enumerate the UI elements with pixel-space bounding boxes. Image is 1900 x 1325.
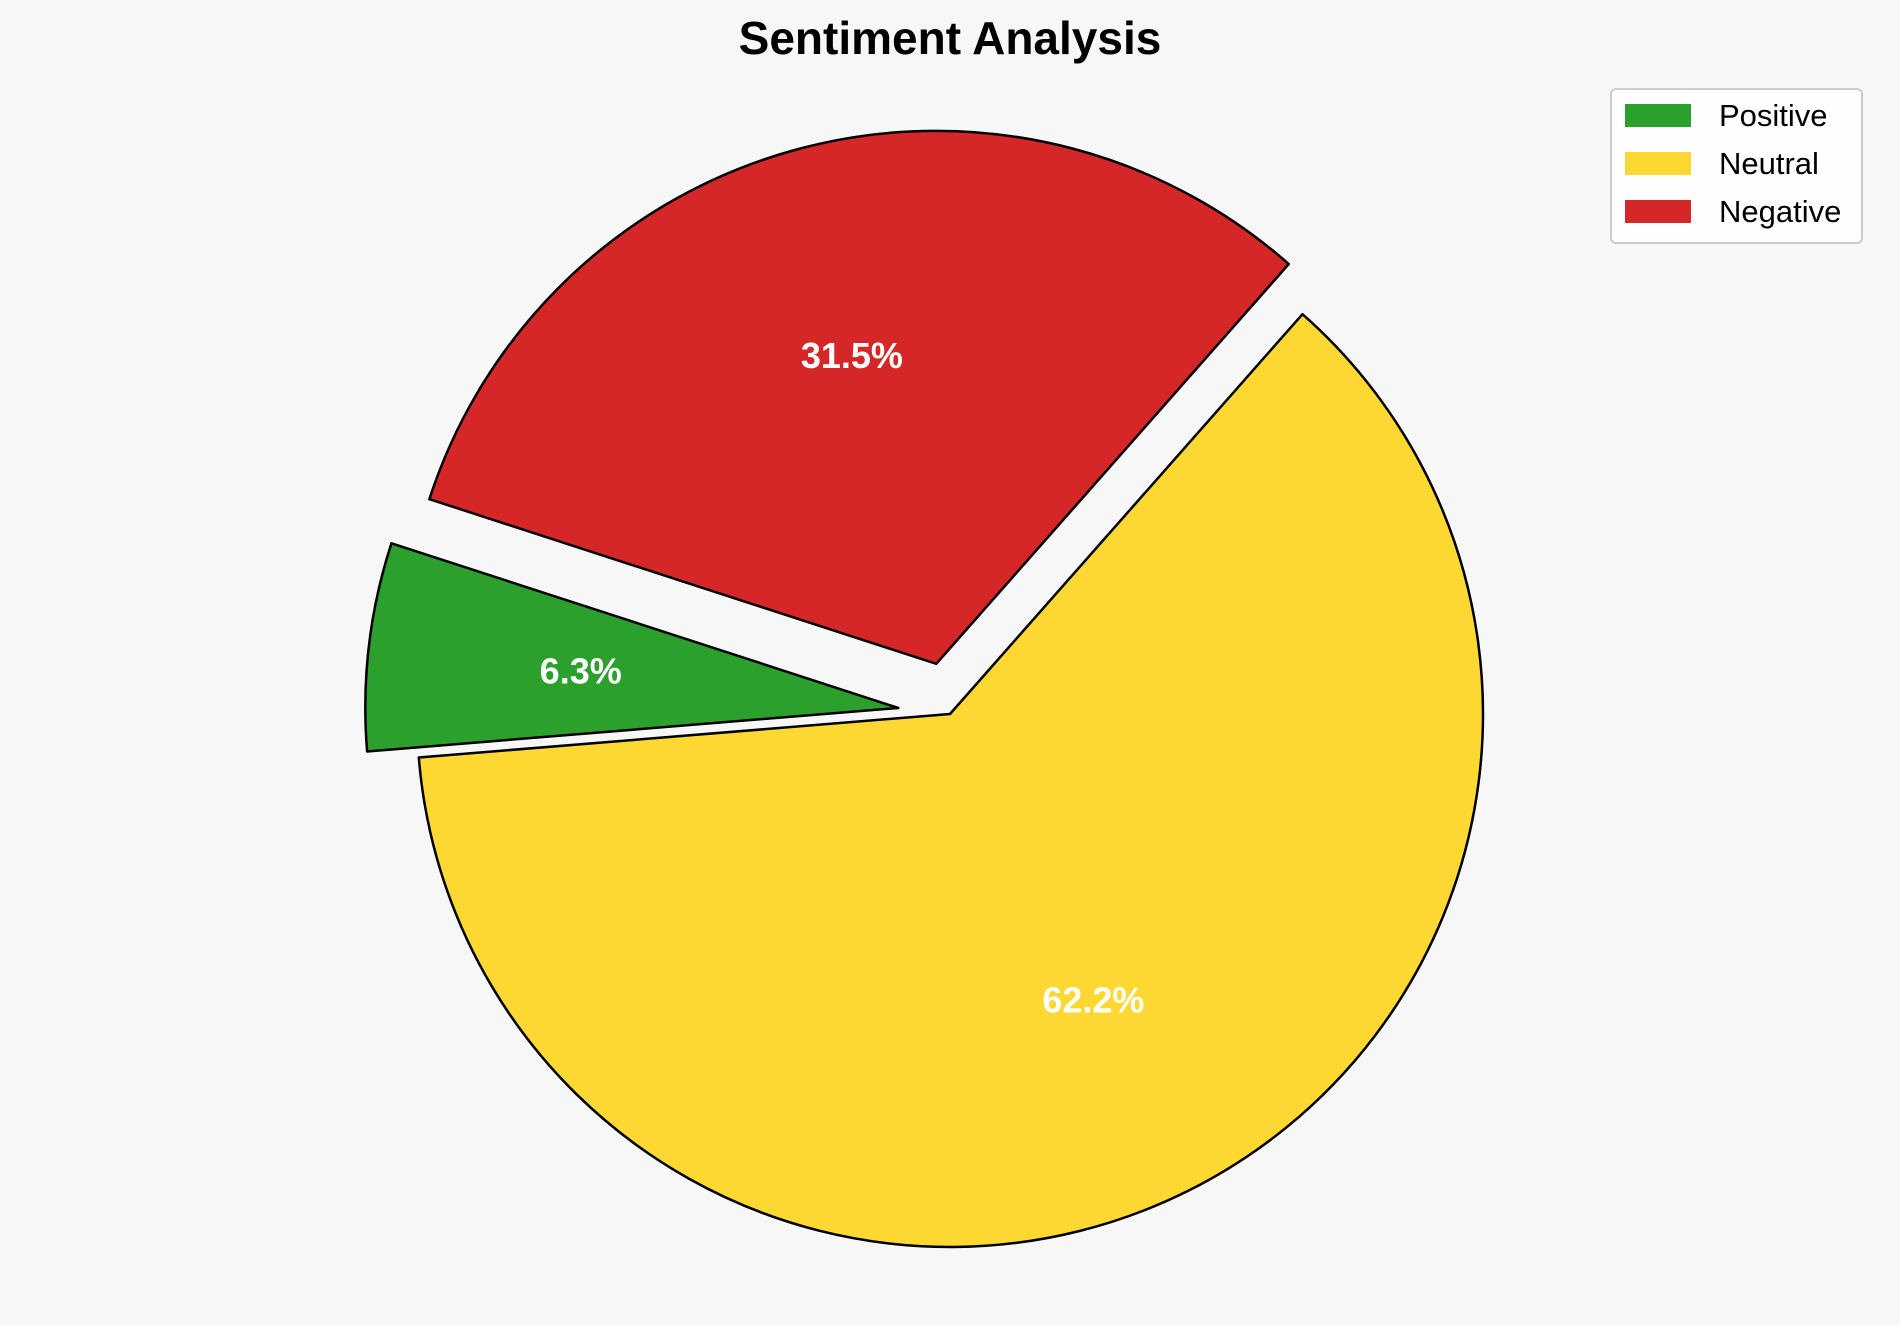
pie-slices — [364, 129, 1485, 1249]
slice-label-neutral: 62.2% — [1042, 979, 1144, 1020]
pie-slice-neutral — [417, 312, 1485, 1249]
legend-item-negative: Negative — [1625, 194, 1841, 229]
legend-label-positive: Positive — [1719, 98, 1828, 133]
pie-slice-labels: 6.3% 62.2% 31.5% — [540, 335, 1145, 1020]
pie-slice-positive — [364, 542, 900, 753]
slice-label-negative: 31.5% — [801, 335, 903, 376]
legend: Positive Neutral Negative — [1610, 88, 1863, 244]
legend-swatch-positive — [1625, 104, 1691, 127]
legend-label-neutral: Neutral — [1719, 146, 1819, 181]
legend-swatch-neutral — [1625, 152, 1691, 175]
chart-title: Sentiment Analysis — [739, 12, 1162, 64]
legend-swatch-negative — [1625, 200, 1691, 223]
legend-item-neutral: Neutral — [1625, 146, 1819, 181]
legend-items: Positive Neutral Negative — [1625, 98, 1841, 229]
legend-item-positive: Positive — [1625, 98, 1828, 133]
legend-label-negative: Negative — [1719, 194, 1841, 229]
slice-label-positive: 6.3% — [540, 650, 622, 691]
pie-slice-negative — [428, 129, 1291, 666]
